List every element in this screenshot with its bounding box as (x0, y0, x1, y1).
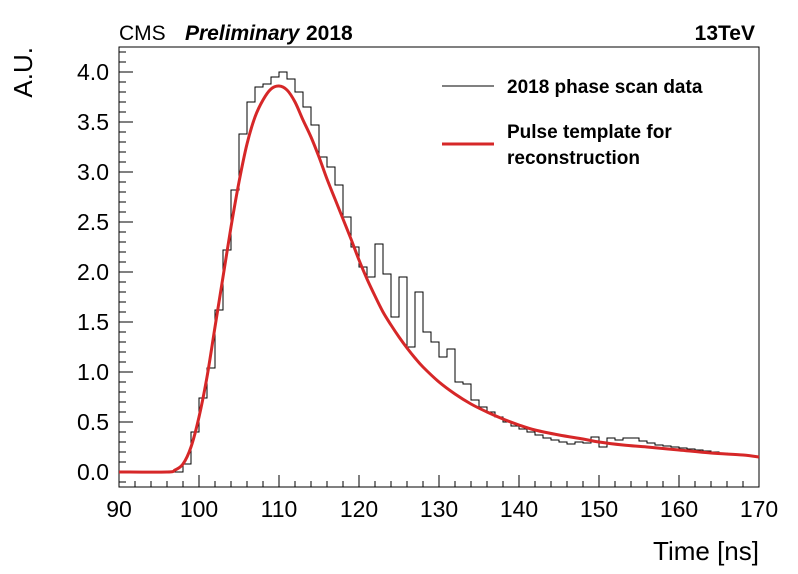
y-tick-label: 0.0 (77, 459, 109, 485)
plot-area (118, 71, 760, 474)
y-tick-label: 2.0 (77, 259, 109, 285)
x-tick-label: 90 (106, 496, 132, 522)
x-tick-label: 100 (180, 496, 218, 522)
y-tick-label: 0.5 (77, 409, 109, 435)
x-tick-label: 160 (660, 496, 698, 522)
y-axis-label: A.U. (8, 47, 38, 98)
x-tick-label: 120 (340, 496, 378, 522)
y-tick-label: 3.0 (77, 159, 109, 185)
legend-label-data: 2018 phase scan data (507, 77, 703, 98)
plot-frame (118, 46, 760, 488)
x-tick-label: 130 (420, 496, 458, 522)
energy-label: 13TeV (695, 22, 755, 45)
y-tick-label: 1.0 (77, 359, 109, 385)
legend: 2018 phase scan data Pulse template for … (442, 77, 703, 169)
data-histogram (119, 71, 759, 473)
x-tick-label: 110 (261, 496, 298, 522)
y-tick-labels: 0.0 0.5 1.0 1.5 2.0 2.5 3.0 3.5 4.0 (77, 59, 109, 485)
x-tick-label: 170 (740, 496, 778, 522)
x-tick-labels: 90 100 110 120 130 140 150 160 170 (106, 496, 778, 522)
y-tick-label: 4.0 (77, 59, 109, 85)
y-tick-label: 1.5 (77, 309, 109, 335)
legend-label-template-line2: reconstruction (507, 148, 640, 169)
legend-label-template-line1: Pulse template for (507, 122, 672, 143)
x-tick-label: 140 (500, 496, 538, 522)
x-tick-label: 150 (580, 496, 618, 522)
x-axis-label: Time [ns] (653, 536, 759, 566)
y-tick-label: 2.5 (77, 209, 109, 235)
y-tick-label: 3.5 (77, 109, 109, 135)
status-label: Preliminary (185, 22, 301, 45)
axis-ticks (118, 51, 760, 487)
year-label: 2018 (306, 22, 353, 45)
experiment-label: CMS (119, 22, 166, 45)
template-curve (118, 84, 760, 474)
